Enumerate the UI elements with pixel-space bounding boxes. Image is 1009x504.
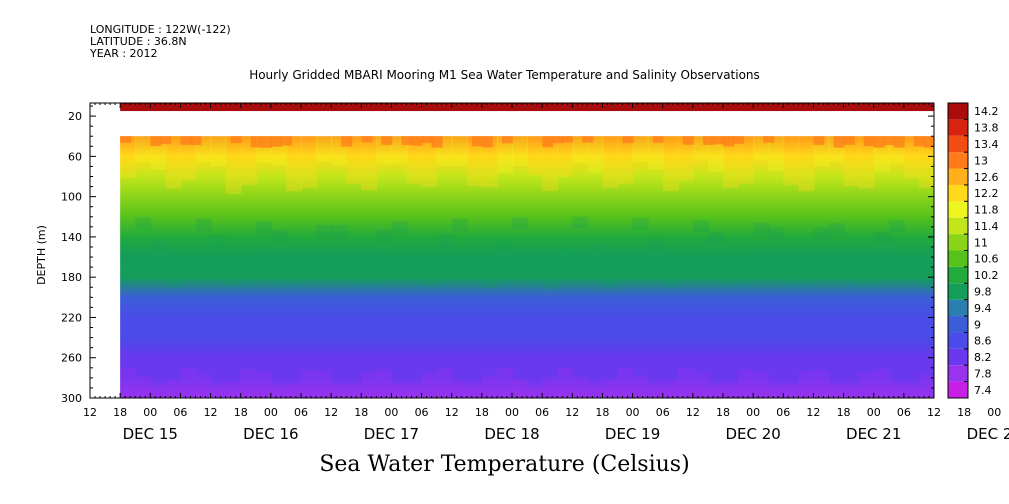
x-hour-tick-label: 06 <box>535 406 549 419</box>
colorbar-label: 13.4 <box>974 138 999 151</box>
x-hour-tick-label: 12 <box>204 406 218 419</box>
x-hour-tick-label: 12 <box>927 406 941 419</box>
x-hour-tick-label: 12 <box>686 406 700 419</box>
colorbar-label: 13.8 <box>974 122 999 135</box>
colorbar-label: 9.8 <box>974 285 992 298</box>
x-hour-tick-label: 06 <box>173 406 187 419</box>
colorbar-swatch <box>948 299 968 317</box>
colorbar-label: 13 <box>974 154 988 167</box>
colorbar-swatch <box>948 381 968 398</box>
plot-area <box>89 102 935 399</box>
colorbar-title: Sea Water Temperature (Celsius) <box>319 452 690 477</box>
x-hour-tick-label: 00 <box>143 406 157 419</box>
surface-band <box>120 103 934 112</box>
y-axis-label: DEPTH (m) <box>35 225 48 285</box>
x-date-label: DEC 22 <box>967 425 1009 443</box>
y-tick-label: 260 <box>61 352 82 365</box>
colorbar-label: 11 <box>974 236 988 249</box>
x-hour-tick-label: 00 <box>746 406 760 419</box>
colorbar-swatch <box>948 332 968 349</box>
colorbar-label: 9 <box>974 318 981 331</box>
colorbar-swatch <box>948 135 968 153</box>
colorbar-label: 10.6 <box>974 253 999 266</box>
longitude-label: LONGITUDE : 122W(-122) <box>90 23 231 36</box>
colorbar-swatch <box>948 152 968 169</box>
chart-title: Hourly Gridded MBARI Mooring M1 Sea Wate… <box>249 68 760 82</box>
x-date-label: DEC 21 <box>846 425 901 443</box>
x-hour-tick-label: 00 <box>264 406 278 419</box>
x-axis: 12 18 00 06 12 18 00 06 12 18 00 06 12 18 00 06 12 18 00 06… <box>83 103 1009 443</box>
y-tick-label: 220 <box>61 311 82 324</box>
x-date-label: DEC 17 <box>364 425 419 443</box>
x-hour-tick-label: 06 <box>776 406 790 419</box>
y-tick-label: 300 <box>61 392 82 405</box>
x-hour-tick-label: 18 <box>113 406 127 419</box>
year-label: YEAR : 2012 <box>90 47 158 60</box>
x-hour-tick-label: 12 <box>806 406 820 419</box>
x-hour-tick-label: 06 <box>294 406 308 419</box>
colorbar-swatch <box>948 217 968 235</box>
x-hour-tick-label: 18 <box>475 406 489 419</box>
colorbar-swatch <box>948 234 968 251</box>
x-hour-tick-label: 00 <box>987 406 1001 419</box>
x-date-label: DEC 16 <box>243 425 298 443</box>
colorbar-label: 14.2 <box>974 105 999 118</box>
x-hour-tick-label: 00 <box>505 406 519 419</box>
colorbar-label: 7.8 <box>974 367 992 380</box>
y-axis: 20 60 100 140 180 220 260 300 <box>61 105 934 405</box>
colorbar-label: 12.6 <box>974 171 999 184</box>
field-texture <box>120 136 934 398</box>
x-date-label: DEC 15 <box>123 425 178 443</box>
x-hour-tick-label: 06 <box>415 406 429 419</box>
x-date-label: DEC 19 <box>605 425 660 443</box>
colorbar-label: 8.2 <box>974 351 992 364</box>
colorbar: 7.4 7.8 8.2 8.6 9 9.4 9.8 10.2 10.6 11 11.4 11.8 12.… <box>947 102 999 399</box>
colorbar-swatch <box>948 119 968 136</box>
y-tick-label: 60 <box>68 150 82 163</box>
x-hour-tick-label: 18 <box>234 406 248 419</box>
x-date-label: DEC 18 <box>484 425 539 443</box>
colorbar-swatch <box>948 365 968 382</box>
x-hour-tick-label: 00 <box>867 406 881 419</box>
x-hour-tick-label: 12 <box>324 406 338 419</box>
colorbar-swatch <box>948 168 968 185</box>
x-hour-tick-label: 00 <box>626 406 640 419</box>
colorbar-label: 11.8 <box>974 204 999 217</box>
colorbar-swatch <box>948 316 968 333</box>
colorbar-label: 8.6 <box>974 335 992 348</box>
colorbar-swatch <box>948 201 968 218</box>
colorbar-label: 12.2 <box>974 187 999 200</box>
x-hour-tick-label: 18 <box>837 406 851 419</box>
y-tick-label: 100 <box>61 191 82 204</box>
x-hour-tick-label: 18 <box>716 406 730 419</box>
x-hour-tick-label: 12 <box>565 406 579 419</box>
y-tick-label: 20 <box>68 110 82 123</box>
x-hour-tick-label: 12 <box>83 406 97 419</box>
latitude-label: LATITUDE : 36.8N <box>90 35 187 48</box>
x-hour-tick-label: 18 <box>595 406 609 419</box>
x-hour-tick-label: 06 <box>656 406 670 419</box>
colorbar-swatch <box>948 250 968 267</box>
x-hour-tick-label: 18 <box>957 406 971 419</box>
colorbar-label: 11.4 <box>974 220 999 233</box>
colorbar-label: 10.2 <box>974 269 999 282</box>
y-tick-label: 180 <box>61 271 82 284</box>
colorbar-swatch <box>948 103 968 120</box>
colorbar-label: 7.4 <box>974 384 992 397</box>
x-hour-tick-label: 12 <box>445 406 459 419</box>
colorbar-label: 9.4 <box>974 302 992 315</box>
colorbar-swatch <box>948 348 968 366</box>
colorbar-swatch <box>948 266 968 284</box>
colorbar-swatch <box>948 184 968 202</box>
colorbar-swatch <box>948 283 968 300</box>
x-hour-tick-label: 18 <box>354 406 368 419</box>
x-hour-tick-label: 06 <box>897 406 911 419</box>
temperature-field <box>120 136 934 398</box>
x-date-label: DEC 20 <box>725 425 780 443</box>
y-tick-label: 140 <box>61 231 82 244</box>
x-hour-tick-label: 00 <box>384 406 398 419</box>
